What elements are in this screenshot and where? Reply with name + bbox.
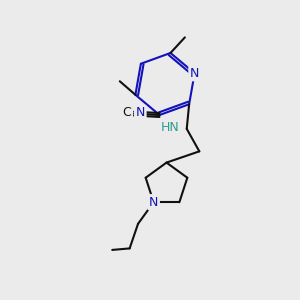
Text: N: N [149, 196, 158, 209]
Text: HN: HN [161, 121, 180, 134]
Text: N: N [190, 67, 199, 80]
Text: N: N [136, 106, 145, 119]
Text: C: C [122, 106, 131, 119]
